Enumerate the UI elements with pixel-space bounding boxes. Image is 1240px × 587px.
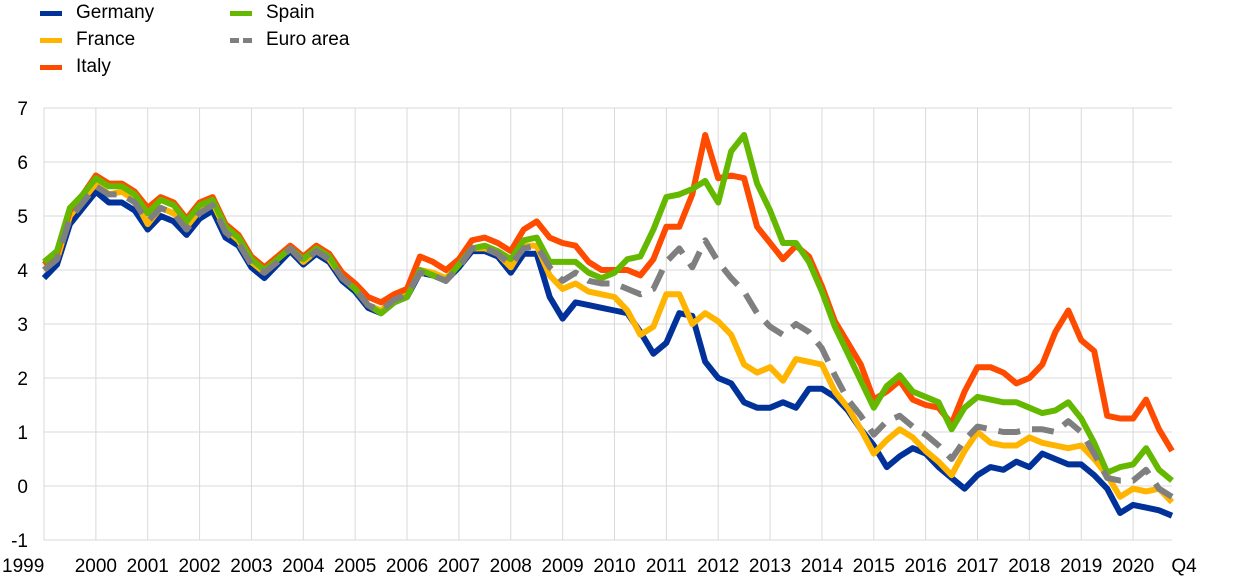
series-line-france (42, 180, 1175, 505)
series-line-spain (42, 132, 1174, 483)
legend-item-spain: Spain (230, 2, 315, 24)
x-tick-label: 2011 (646, 556, 687, 577)
x-tick-label: 2006 (386, 556, 428, 577)
x-tick-label: 2007 (438, 556, 480, 577)
gridlines (43, 107, 1172, 541)
y-tick-label: -1 (11, 531, 28, 552)
x-tick-label: 2000 (75, 556, 117, 577)
legend-swatch (40, 10, 62, 16)
legend-label: Spain (266, 2, 315, 23)
x-tick-label: 2019 (1060, 556, 1102, 577)
x-tick-label: 2015 (853, 556, 895, 577)
x-tick-label: 2003 (230, 556, 272, 577)
x-tick-label: 2018 (1008, 556, 1050, 577)
legend-swatch (230, 10, 252, 16)
legend-swatch (40, 37, 62, 43)
x-tick-label: Q4 (1171, 556, 1197, 577)
x-tick-label: 2004 (282, 556, 325, 577)
legend-label: Germany (76, 2, 155, 23)
y-axis-tick-labels: -1 0 1 2 3 4 5 6 7 (11, 99, 28, 552)
y-tick-label: 2 (17, 369, 28, 390)
y-tick-label: 1 (17, 423, 28, 444)
x-tick-label: 2017 (956, 556, 998, 577)
x-tick-label: 2016 (905, 556, 947, 577)
y-tick-label: 3 (17, 315, 28, 336)
x-tick-label: 1999 (2, 556, 44, 577)
y-tick-label: 5 (17, 207, 28, 228)
legend-label: Italy (76, 56, 111, 77)
legend-label: Euro area (266, 29, 350, 50)
x-tick-label: 2009 (541, 556, 583, 577)
legend-label: France (76, 29, 136, 50)
x-tick-label: 2008 (490, 556, 532, 577)
x-tick-label: 2010 (593, 556, 635, 577)
x-tick-label: 2014 (801, 556, 844, 577)
x-tick-label: 2013 (749, 556, 791, 577)
x-tick-label: 2001 (127, 556, 169, 577)
series-lines (41, 132, 1175, 519)
y-tick-label: 0 (17, 477, 28, 498)
x-tick-label: 2005 (334, 556, 376, 577)
legend-item-germany: Germany (40, 2, 154, 24)
series-line-euro-area (42, 183, 1174, 500)
x-tick-label: 2020 (1112, 556, 1154, 577)
y-tick-label: 7 (17, 99, 28, 120)
y-tick-label: 6 (17, 153, 28, 174)
legend-item-italy: Italy (40, 56, 111, 78)
x-tick-label: 2002 (178, 556, 220, 577)
x-axis-tick-labels: 1999 2000 2001 2002 2003 2004 2005 2006 2007 2008… (2, 556, 1197, 577)
legend-item-france: France (40, 29, 135, 51)
legend-swatch (230, 37, 252, 43)
legend-item-euro-area: Euro area (230, 29, 349, 51)
series-line-germany (41, 188, 1174, 519)
legend-swatch (40, 64, 62, 70)
y-tick-label: 4 (17, 261, 28, 282)
x-tick-label: 2012 (697, 556, 739, 577)
